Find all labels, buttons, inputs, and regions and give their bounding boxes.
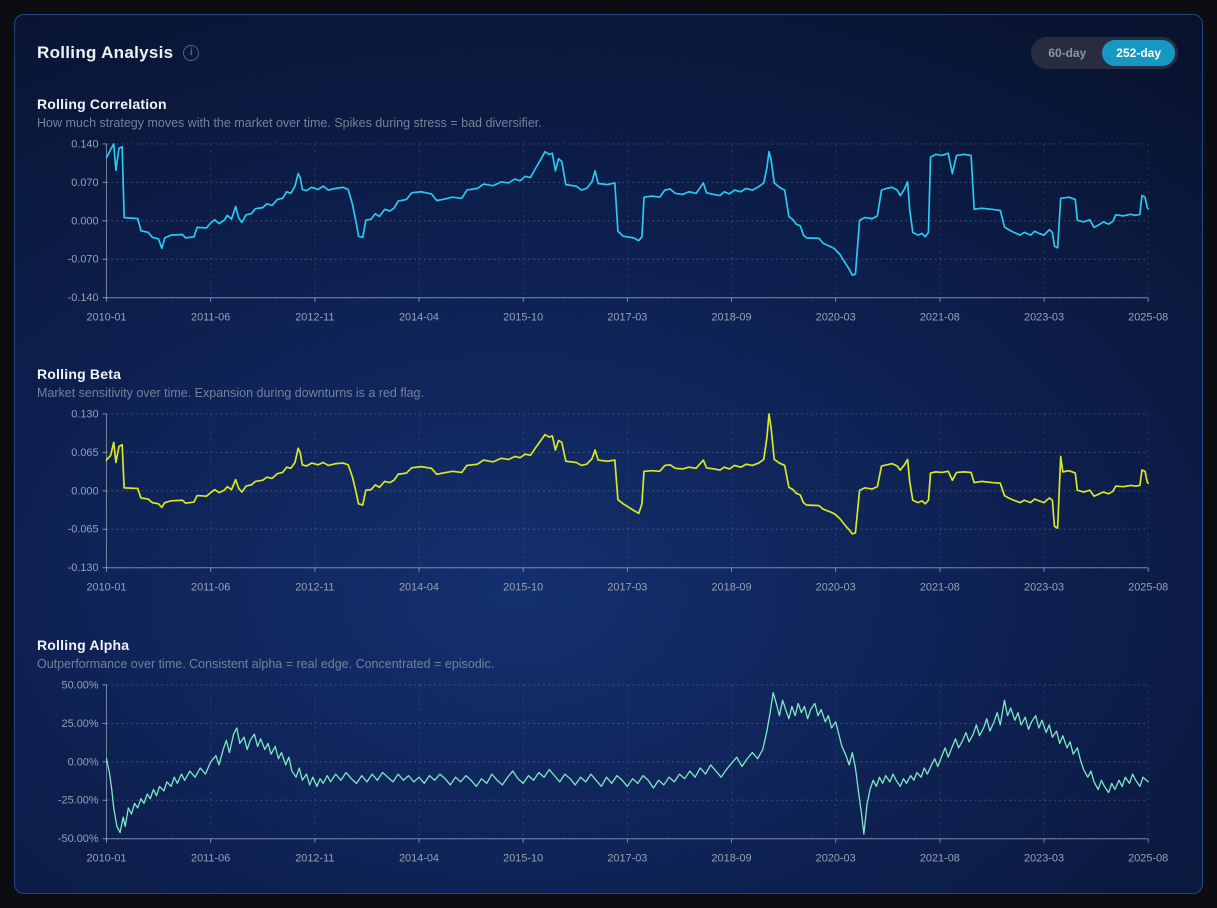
svg-text:0.000: 0.000: [71, 486, 98, 498]
svg-text:2025-08: 2025-08: [1128, 312, 1168, 324]
section-rolling-beta: Rolling Beta Market sensitivity over tim…: [37, 366, 1178, 596]
svg-text:0.00%: 0.00%: [68, 756, 99, 768]
svg-text:2012-11: 2012-11: [295, 312, 334, 324]
svg-text:-0.140: -0.140: [68, 292, 99, 304]
svg-text:2011-06: 2011-06: [191, 853, 230, 865]
toggle-252-day[interactable]: 252-day: [1102, 40, 1175, 66]
info-icon[interactable]: i: [183, 45, 200, 61]
section-rolling-correlation: Rolling Correlation How much strategy mo…: [37, 96, 1178, 326]
svg-text:2021-08: 2021-08: [920, 312, 960, 324]
correlation-subtitle: How much strategy moves with the market …: [37, 116, 542, 130]
card-header: Rolling Analysis i 60-day 252-day: [37, 37, 1178, 69]
beta-line: [105, 413, 1150, 536]
window-toggle-group: 60-day 252-day: [1031, 37, 1178, 69]
alpha-title: Rolling Alpha: [37, 636, 130, 653]
rolling-analysis-card: Rolling Analysis i 60-day 252-day Rollin…: [14, 14, 1203, 894]
svg-text:2014-04: 2014-04: [399, 582, 439, 594]
svg-text:2025-08: 2025-08: [1128, 582, 1168, 594]
svg-text:2010-01: 2010-01: [86, 312, 126, 324]
svg-text:0.130: 0.130: [71, 409, 98, 421]
svg-text:2010-01: 2010-01: [86, 853, 126, 865]
svg-text:2025-08: 2025-08: [1128, 853, 1168, 865]
svg-text:-25.00%: -25.00%: [58, 795, 99, 807]
beta-subtitle: Market sensitivity over time. Expansion …: [37, 386, 424, 401]
beta-plot: 0.130 0.065 0.000 -0.065 -0.130 2010-01 2011-0…: [68, 409, 1169, 594]
correlation-chart-canvas: 0.140 0.070 0.000 -0.070 -0.140 2010-01 2011-0…: [37, 136, 1178, 326]
beta-chart-canvas: 0.130 0.065 0.000 -0.065 -0.130 2010-01 2011-0…: [37, 406, 1178, 596]
svg-text:2012-11: 2012-11: [295, 853, 334, 865]
alpha-chart-canvas: 50.00% 25.00% 0.00% -25.00% -50.00% 2010-01 20…: [37, 677, 1178, 867]
page-title: Rolling Analysis: [37, 43, 174, 62]
alpha-line: [105, 691, 1149, 835]
svg-text:50.00%: 50.00%: [62, 679, 99, 691]
svg-text:-0.130: -0.130: [68, 563, 99, 575]
svg-text:2021-08: 2021-08: [920, 853, 960, 865]
svg-text:2017-03: 2017-03: [607, 312, 647, 324]
correlation-plot: 0.140 0.070 0.000 -0.070 -0.140 2010-01 2011-0…: [68, 138, 1169, 324]
svg-text:2023-03: 2023-03: [1024, 582, 1064, 594]
svg-text:0.140: 0.140: [71, 138, 98, 150]
svg-text:2018-09: 2018-09: [711, 582, 751, 594]
svg-text:0.000: 0.000: [71, 215, 98, 227]
svg-text:2020-03: 2020-03: [816, 582, 856, 594]
svg-text:2010-01: 2010-01: [86, 582, 126, 594]
svg-text:0.065: 0.065: [71, 447, 98, 459]
svg-text:25.00%: 25.00%: [62, 718, 99, 730]
svg-text:2017-03: 2017-03: [607, 853, 647, 865]
svg-text:2012-11: 2012-11: [295, 582, 334, 594]
toggle-60-day[interactable]: 60-day: [1034, 40, 1100, 66]
section-rolling-alpha: Rolling Alpha Outperformance over time. …: [37, 637, 1178, 867]
beta-title: Rolling Beta: [37, 366, 122, 383]
svg-text:2020-03: 2020-03: [816, 312, 856, 324]
svg-text:-0.065: -0.065: [68, 524, 99, 536]
svg-text:2011-06: 2011-06: [191, 312, 230, 324]
svg-text:2014-04: 2014-04: [399, 312, 439, 324]
svg-text:2021-08: 2021-08: [920, 582, 960, 594]
svg-text:2015-10: 2015-10: [503, 312, 543, 324]
svg-text:0.070: 0.070: [71, 177, 98, 189]
svg-text:2011-06: 2011-06: [191, 582, 230, 594]
svg-text:2018-09: 2018-09: [711, 853, 751, 865]
alpha-subtitle: Outperformance over time. Consistent alp…: [37, 656, 495, 671]
svg-text:2015-10: 2015-10: [503, 853, 543, 865]
svg-text:-50.00%: -50.00%: [58, 833, 99, 845]
svg-text:2023-03: 2023-03: [1024, 853, 1064, 865]
correlation-title: Rolling Correlation: [37, 96, 167, 112]
svg-text:2014-04: 2014-04: [399, 853, 439, 865]
svg-text:2018-09: 2018-09: [711, 312, 751, 324]
svg-text:2020-03: 2020-03: [816, 853, 856, 865]
alpha-plot: 50.00% 25.00% 0.00% -25.00% -50.00% 2010-01 20…: [58, 679, 1168, 865]
svg-text:2023-03: 2023-03: [1024, 312, 1064, 324]
svg-text:2015-10: 2015-10: [503, 582, 543, 594]
svg-text:-0.070: -0.070: [68, 254, 99, 266]
svg-text:2017-03: 2017-03: [607, 582, 647, 594]
correlation-line: [105, 143, 1150, 277]
